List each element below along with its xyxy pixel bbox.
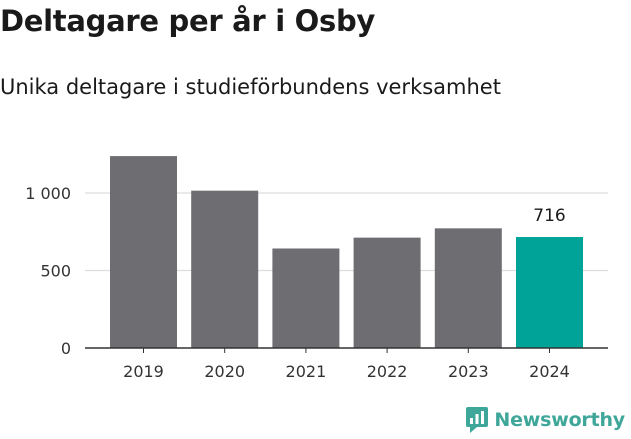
x-tick-label: 2024 bbox=[529, 362, 570, 381]
bar-2022 bbox=[353, 237, 421, 348]
chart-title: Deltagare per år i Osby bbox=[0, 4, 376, 38]
x-axis-ticks: 2019 2020 2021 2022 2023 2024 bbox=[123, 348, 570, 381]
bar-2024 bbox=[516, 237, 583, 348]
y-tick-label: 500 bbox=[40, 262, 71, 281]
bar-2021 bbox=[272, 248, 340, 348]
brand-name: Newsworthy bbox=[494, 409, 625, 431]
chart-subtitle: Unika deltagare i studieförbundens verks… bbox=[0, 75, 501, 99]
bar-2019 bbox=[110, 156, 177, 348]
bars bbox=[110, 156, 583, 348]
data-label-highlight: 716 bbox=[533, 206, 565, 226]
bar-2023 bbox=[434, 228, 502, 348]
y-tick-label: 0 bbox=[61, 339, 71, 358]
x-tick-label: 2022 bbox=[367, 362, 408, 381]
y-axis-ticks: 0 500 1 000 bbox=[25, 184, 71, 358]
bar-2020 bbox=[191, 190, 259, 348]
data-labels: 716 bbox=[533, 206, 565, 226]
y-tick-label: 1 000 bbox=[25, 184, 71, 203]
brand-logo: Newsworthy bbox=[466, 407, 625, 433]
newsworthy-logo-icon bbox=[466, 407, 489, 433]
x-tick-label: 2021 bbox=[286, 362, 327, 381]
x-tick-label: 2020 bbox=[204, 362, 245, 381]
x-tick-label: 2023 bbox=[448, 362, 489, 381]
x-tick-label: 2019 bbox=[123, 362, 164, 381]
